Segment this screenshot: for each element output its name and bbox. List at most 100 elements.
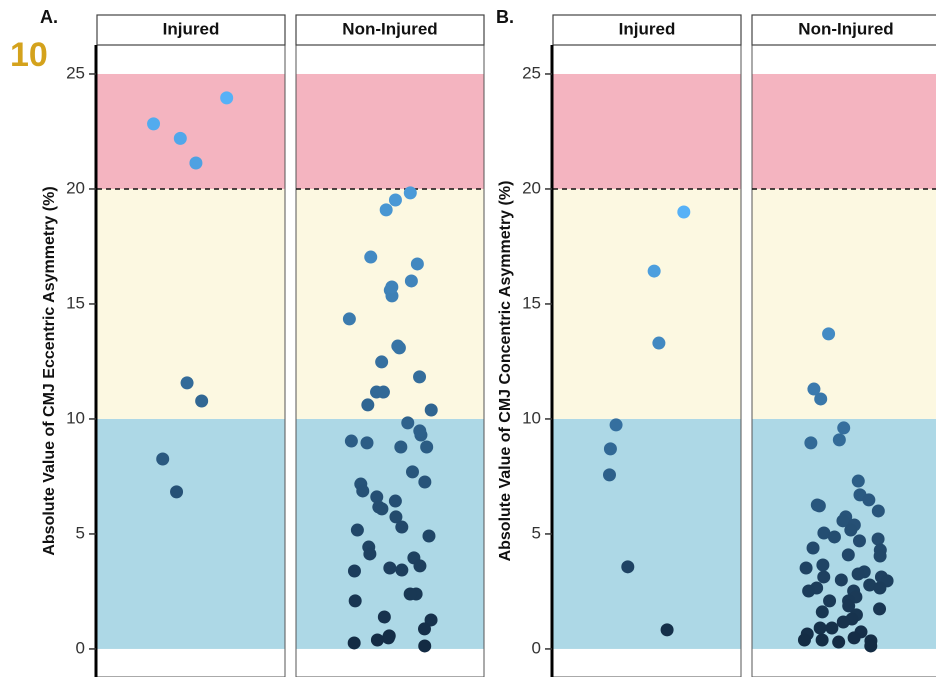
point <box>363 547 377 561</box>
y-tick-label: 15 <box>66 293 85 312</box>
point <box>420 440 434 454</box>
band <box>752 188 936 419</box>
y-tick-label: 25 <box>522 63 541 82</box>
point <box>370 490 384 504</box>
point <box>401 416 415 430</box>
point <box>621 560 635 574</box>
point <box>817 570 831 584</box>
band <box>553 418 741 649</box>
point <box>360 436 374 450</box>
point <box>844 523 858 537</box>
point <box>873 602 887 616</box>
point <box>375 355 389 369</box>
point <box>832 433 846 447</box>
facet-label: Injured <box>619 19 676 38</box>
point <box>347 636 361 650</box>
point <box>410 257 424 271</box>
point <box>799 561 813 575</box>
facet-label: Non-Injured <box>798 19 893 38</box>
point <box>841 548 855 562</box>
point <box>603 442 617 456</box>
y-tick-label: 0 <box>76 638 85 657</box>
point <box>873 581 887 595</box>
y-tick-label: 0 <box>532 638 541 657</box>
band <box>553 73 741 189</box>
point <box>864 639 878 653</box>
facet-strip <box>295 14 485 46</box>
point <box>422 529 436 543</box>
point <box>834 573 848 587</box>
point <box>382 629 396 643</box>
point <box>836 615 850 629</box>
point <box>347 564 361 578</box>
point <box>418 639 432 653</box>
point <box>156 452 170 466</box>
point <box>370 633 384 647</box>
point <box>832 635 846 649</box>
point <box>847 631 861 645</box>
band <box>553 188 741 419</box>
band <box>97 73 285 189</box>
point <box>413 559 427 573</box>
point <box>851 474 865 488</box>
band <box>296 418 484 649</box>
point <box>609 418 623 432</box>
point <box>195 394 209 408</box>
y-tick-label: 5 <box>532 523 541 542</box>
point <box>404 274 418 288</box>
point <box>376 385 390 399</box>
point <box>424 403 438 417</box>
point <box>806 541 820 555</box>
point <box>873 549 887 563</box>
point <box>677 205 691 219</box>
y-tick-label: 20 <box>66 178 85 197</box>
point <box>652 336 666 350</box>
point <box>405 465 419 479</box>
point <box>377 610 391 624</box>
y-tick-label: 15 <box>522 293 541 312</box>
point <box>385 280 399 294</box>
point <box>814 392 828 406</box>
y-tick-label: 10 <box>522 408 541 427</box>
point <box>403 186 417 200</box>
point <box>344 434 358 448</box>
band <box>752 418 936 649</box>
point <box>379 203 393 217</box>
point <box>863 578 877 592</box>
point <box>418 475 432 489</box>
point <box>342 312 356 326</box>
point <box>350 523 364 537</box>
point <box>602 468 616 482</box>
y-axis-label: Absolute Value of CMJ Concentric Asymmet… <box>497 181 514 562</box>
point <box>388 193 402 207</box>
point <box>383 561 397 575</box>
band <box>752 73 936 189</box>
point <box>364 250 378 264</box>
y-tick-label: 5 <box>76 523 85 542</box>
page-number: 10 <box>10 36 48 74</box>
point <box>173 131 187 145</box>
point <box>375 502 389 516</box>
point <box>392 341 406 355</box>
point <box>871 504 885 518</box>
point <box>220 91 234 105</box>
facet-label: Injured <box>163 19 220 38</box>
point <box>403 587 417 601</box>
point <box>804 436 818 450</box>
facet-strip <box>96 14 286 46</box>
y-tick-label: 10 <box>66 408 85 427</box>
band <box>296 73 484 189</box>
point <box>395 563 409 577</box>
point <box>647 264 661 278</box>
point <box>851 567 865 581</box>
point <box>816 558 830 572</box>
point <box>837 421 851 435</box>
point <box>385 289 399 303</box>
y-tick-label: 25 <box>66 63 85 82</box>
point <box>813 621 827 635</box>
y-tick-label: 20 <box>522 178 541 197</box>
point <box>807 382 821 396</box>
point <box>827 530 841 544</box>
point <box>348 594 362 608</box>
point <box>389 510 403 524</box>
